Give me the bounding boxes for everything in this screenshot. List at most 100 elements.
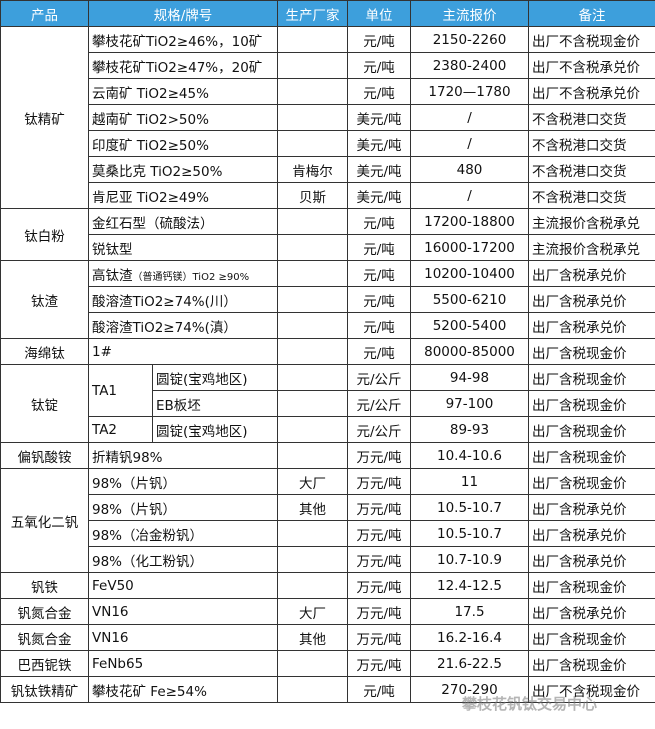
spec-cell: 金红石型（硫酸法）	[88, 208, 278, 235]
unit-cell: 万元/吨	[347, 624, 411, 651]
unit-cell: 元/吨	[347, 234, 411, 261]
spec-cell: VN16	[88, 624, 278, 651]
product-cell: 钛白粉	[0, 208, 89, 261]
note-cell: 出厂含税承兑价	[528, 312, 655, 339]
spec-cell: FeV50	[88, 572, 278, 599]
price-cell: 10200-10400	[410, 260, 529, 287]
product-cell: 巴西铌铁	[0, 650, 89, 677]
header-cell: 生产厂家	[277, 0, 348, 27]
header-cell: 规格/牌号	[88, 0, 278, 27]
table-row: 钒氮合金 VN16 大厂 万元/吨 17.5 出厂含税承兑价	[0, 598, 655, 625]
header-row: 产品 规格/牌号 生产厂家 单位 主流报价 备注	[0, 0, 655, 27]
header-cell: 单位	[347, 0, 411, 27]
header-cell: 产品	[0, 0, 89, 27]
note-cell: 出厂含税承兑价	[528, 260, 655, 287]
table-row: 印度矿 TiO2≥50% 美元/吨 / 不含税港口交货	[1, 130, 655, 157]
note-cell: 出厂含税现金价	[528, 338, 655, 365]
note-cell: 出厂含税现金价	[528, 624, 655, 651]
note-cell: 出厂含税现金价	[528, 650, 655, 677]
unit-cell: 万元/吨	[347, 598, 411, 625]
price-cell: /	[410, 104, 529, 131]
price-cell: 97-100	[410, 390, 529, 417]
spec-cell: FeNb65	[88, 650, 278, 677]
unit-cell: 元/公斤	[347, 364, 411, 391]
spec-cell: 折精钒98%	[88, 442, 278, 469]
spec-cell: 高钛渣（普通钙镁）TiO2 ≥90%	[88, 260, 278, 287]
note-cell: 出厂不含税现金价	[528, 676, 655, 703]
table-row: 攀枝花矿TiO2≥47%，20矿 元/吨 2380-2400 出厂不含税承兑价	[1, 52, 655, 79]
spec-cell: 98%（片钒）	[88, 494, 278, 521]
price-table: 产品 规格/牌号 生产厂家 单位 主流报价 备注 钛精矿 攀枝花矿TiO2≥46%，10矿元…	[0, 0, 655, 703]
table-row: 钛白粉 金红石型（硫酸法） 元/吨 17200-18800 主流报价含税承兑	[0, 208, 655, 261]
price-cell: 17.5	[410, 598, 529, 625]
spec-cell: 98%（片钒）	[88, 468, 278, 495]
maker-cell: 大厂	[277, 598, 348, 625]
spec-cell: VN16	[88, 598, 278, 625]
unit-cell: 元/公斤	[347, 390, 411, 417]
spec-cell: 1#	[88, 338, 278, 365]
product-cell: 钒铁	[0, 572, 89, 599]
price-cell: 10.5-10.7	[410, 520, 529, 547]
spec-cell: 印度矿 TiO2≥50%	[88, 130, 278, 157]
unit-cell: 万元/吨	[347, 572, 411, 599]
note-cell: 出厂含税承兑价	[528, 520, 655, 547]
maker-cell	[277, 78, 348, 105]
maker-cell	[277, 676, 348, 703]
note-cell: 出厂含税现金价	[528, 468, 655, 495]
maker-cell	[277, 546, 348, 573]
unit-cell: 元/吨	[347, 286, 411, 313]
price-cell: 21.6-22.5	[410, 650, 529, 677]
price-cell: /	[410, 130, 529, 157]
price-cell: 17200-18800	[410, 208, 529, 235]
price-cell: 5500-6210	[410, 286, 529, 313]
product-cell: 钛精矿	[0, 26, 89, 209]
table-body: 钛精矿 攀枝花矿TiO2≥46%，10矿 元/吨 2150-2260 出厂不含税现金价攀…	[0, 26, 655, 703]
unit-cell: 万元/吨	[347, 468, 411, 495]
unit-cell: 美元/吨	[347, 182, 411, 209]
maker-cell	[277, 572, 348, 599]
unit-cell: 万元/吨	[347, 520, 411, 547]
note-cell: 主流报价含税承兑	[528, 208, 655, 235]
spec-cell: 肯尼亚 TiO2≥49%	[88, 182, 278, 209]
maker-cell	[277, 390, 348, 417]
price-cell: 10.5-10.7	[410, 494, 529, 521]
table-row: 钛锭 TA1 圆锭(宝鸡地区) 元/公斤 94-98 出厂含税现金价	[0, 364, 655, 443]
note-cell: 不含税港口交货	[528, 182, 655, 209]
table-row: 越南矿 TiO2>50% 美元/吨 / 不含税港口交货	[1, 104, 655, 131]
maker-cell	[277, 416, 348, 443]
unit-cell: 万元/吨	[347, 650, 411, 677]
maker-cell	[277, 286, 348, 313]
maker-cell	[277, 312, 348, 339]
unit-cell: 美元/吨	[347, 104, 411, 131]
price-cell: 10.4-10.6	[410, 442, 529, 469]
product-cell: 钒氮合金	[0, 624, 89, 651]
maker-cell	[277, 650, 348, 677]
price-cell: 80000-85000	[410, 338, 529, 365]
unit-cell: 万元/吨	[347, 494, 411, 521]
unit-cell: 元/吨	[347, 26, 411, 53]
product-cell: 海绵钛	[0, 338, 89, 365]
unit-cell: 万元/吨	[347, 442, 411, 469]
spec-cell: 酸溶渣TiO2≥74%(川）	[88, 286, 278, 313]
price-cell: 270-290	[410, 676, 529, 703]
spec-cell: 98%（化工粉钒）	[88, 546, 278, 573]
price-cell: 10.7-10.9	[410, 546, 529, 573]
unit-cell: 元/吨	[347, 78, 411, 105]
note-cell: 不含税港口交货	[528, 156, 655, 183]
price-cell: 16000-17200	[410, 234, 529, 261]
spec-note: （普通钙镁）TiO2 ≥90%	[132, 271, 250, 283]
maker-cell	[277, 442, 348, 469]
note-cell: 出厂含税现金价	[528, 442, 655, 469]
price-cell: 2150-2260	[410, 26, 529, 53]
unit-cell: 美元/吨	[347, 156, 411, 183]
note-cell: 出厂含税现金价	[528, 364, 655, 391]
table-row: 钒钛铁精矿 攀枝花矿 Fe≥54% 元/吨 270-290 出厂不含税现金价	[0, 676, 655, 703]
price-cell: 12.4-12.5	[410, 572, 529, 599]
unit-cell: 元/吨	[347, 208, 411, 235]
table-row: 酸溶渣TiO2≥74%(川） 元/吨 5500-6210 出厂含税承兑价	[1, 286, 655, 313]
table-row: 钛精矿 攀枝花矿TiO2≥46%，10矿 元/吨 2150-2260 出厂不含税现金价	[0, 26, 655, 209]
price-cell: /	[410, 182, 529, 209]
table-row: 五氧化二钒 98%（片钒） 大厂 万元/吨 11 出厂含税现金价	[0, 468, 655, 573]
note-cell: 出厂含税现金价	[528, 416, 655, 443]
